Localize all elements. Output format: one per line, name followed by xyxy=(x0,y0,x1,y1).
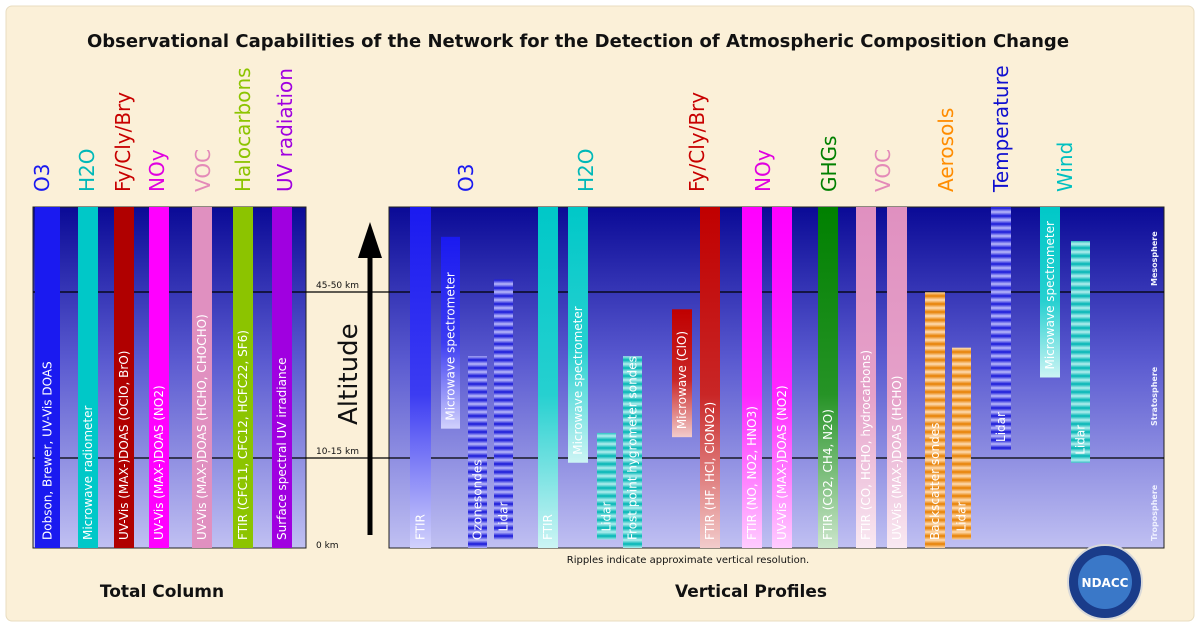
instrument-label-25: Microwave spectrometer xyxy=(1043,221,1057,369)
instrument-bar-5 xyxy=(233,207,253,548)
category-h2o_tc: H2O xyxy=(75,148,99,192)
instrument-label-6: Surface spectral UV irradiance xyxy=(275,357,289,540)
instrument-bar-12 xyxy=(568,207,588,463)
instrument-bar-13 xyxy=(597,432,616,540)
instrument-label-17: FTIR (NO, NO2, HNO3) xyxy=(745,406,759,540)
instrument-label-24: Lidar xyxy=(994,412,1008,442)
instrument-label-16: FTIR (HF, HCl, ClONO2) xyxy=(703,402,717,540)
section-total-column: Total Column xyxy=(100,582,224,602)
ndacc-logo: NDACC xyxy=(1067,544,1143,620)
category-ghg_vp: GHGs xyxy=(817,136,841,192)
category-halo_tc: Halocarbons xyxy=(231,67,255,192)
instrument-bar-15 xyxy=(672,309,692,438)
category-temp_vp: Temperature xyxy=(989,65,1013,193)
layer-troposphere: Troposphere xyxy=(1150,484,1159,541)
logo-inner xyxy=(1078,555,1132,609)
layer-mesosphere: Mesosphere xyxy=(1150,231,1159,286)
instrument-bar-10 xyxy=(494,279,513,540)
instrument-bar-4 xyxy=(192,207,212,548)
instrument-label-1: Microwave radiometer xyxy=(81,405,95,540)
category-uv_tc: UV radiation xyxy=(273,68,297,192)
instrument-label-5: FTIR (CFC11, CFC12, HCFC22, SF6) xyxy=(236,330,250,540)
instrument-bar-19 xyxy=(818,207,838,548)
instrument-label-10: Lidar xyxy=(497,501,511,531)
category-o3_tc: O3 xyxy=(30,164,54,192)
logo-text: NDACC xyxy=(1082,576,1129,590)
instrument-label-26: Lidar xyxy=(1074,425,1088,455)
category-noy_tc: NOy xyxy=(145,149,169,192)
instrument-bar-8 xyxy=(441,236,460,429)
instrument-bar-24 xyxy=(991,207,1011,450)
tick-0: 0 km xyxy=(316,541,339,551)
instrument-bar-18 xyxy=(772,207,792,548)
altitude-arrow-head xyxy=(358,222,382,258)
instrument-bar-25 xyxy=(1040,207,1060,378)
instrument-bar-23 xyxy=(952,347,971,540)
instrument-bar-21 xyxy=(887,207,907,548)
instrument-bar-6 xyxy=(272,207,292,548)
instrument-bar-2 xyxy=(114,207,134,548)
instrument-bar-1 xyxy=(78,207,98,548)
instrument-label-0: Dobson, Brewer, UV-Vis DOAS xyxy=(41,361,55,540)
category-o3_vp: O3 xyxy=(454,164,478,192)
instrument-label-7: FTIR xyxy=(414,514,428,540)
instrument-label-15: Microwave (ClO) xyxy=(675,331,689,429)
instrument-bar-20 xyxy=(856,207,876,548)
instrument-bar-0 xyxy=(35,207,60,548)
instrument-label-19: FTIR (CO2, CH4, N2O) xyxy=(821,409,835,540)
instrument-label-22: Backscatter sondes xyxy=(928,423,942,540)
instrument-label-23: Lidar xyxy=(955,501,969,531)
instrument-bar-14 xyxy=(623,356,642,548)
altitude-label: Altitude xyxy=(334,323,364,425)
instrument-bar-11 xyxy=(538,207,558,548)
instrument-bar-16 xyxy=(700,207,720,548)
instrument-bar-26 xyxy=(1071,241,1090,463)
instrument-bar-9 xyxy=(468,356,487,548)
instrument-bar-3 xyxy=(149,207,169,548)
instrument-label-20: FTIR (CO, HCHO, hydrocarbons) xyxy=(859,350,873,540)
instrument-bar-7 xyxy=(410,207,431,548)
instrument-label-8: Microwave spectrometer xyxy=(444,272,458,420)
category-noy_vp: NOy xyxy=(751,149,775,192)
category-voc_vp: VOC xyxy=(871,149,895,192)
category-fcl_vp: Fy/Cly/Bry xyxy=(685,92,709,192)
tick-10-15: 10-15 km xyxy=(316,447,359,457)
layer-stratosphere: Stratosphere xyxy=(1150,366,1159,426)
instrument-label-9: Ozonesondes xyxy=(471,459,485,540)
footnote: Ripples indicate approximate vertical re… xyxy=(567,555,810,566)
instrument-label-13: Lidar xyxy=(600,501,614,531)
category-fcl_tc: Fy/Cly/Bry xyxy=(111,92,135,192)
category-aer_vp: Aerosols xyxy=(934,108,958,192)
category-h2o_vp: H2O xyxy=(574,148,598,192)
instrument-label-11: FTIR xyxy=(541,514,555,540)
section-vertical-profiles: Vertical Profiles xyxy=(675,582,827,602)
instrument-bar-22 xyxy=(925,292,945,548)
total-column-panel xyxy=(32,206,307,549)
instrument-bar-17 xyxy=(742,207,762,548)
category-voc_tc: VOC xyxy=(191,149,215,192)
instrument-label-3: UV-Vis (MAX-)DOAS (NO2) xyxy=(152,385,166,540)
tick-45-50: 45-50 km xyxy=(316,281,359,291)
instrument-label-2: UV-Vis (MAX-)DOAS (OClO, BrO) xyxy=(117,351,131,540)
diagram-title: Observational Capabilities of the Networ… xyxy=(87,31,1069,52)
instrument-bars: Dobson, Brewer, UV-Vis DOAS Microwave rad… xyxy=(35,207,1090,548)
instrument-label-14: Frost point hygrometer sondes xyxy=(626,356,640,540)
instrument-label-4: UV-Vis (MAX-)DOAS (HCHO, CHOCHO) xyxy=(195,314,209,540)
instrument-label-12: Microwave spectrometer xyxy=(571,306,585,454)
category-wind_vp: Wind xyxy=(1053,142,1077,192)
instrument-label-21: UV-Vis (MAX-)DOAS (HCHO) xyxy=(890,376,904,541)
instrument-label-18: UV-Vis (MAX-)DOAS (NO2) xyxy=(775,385,789,540)
category-headers: O3 H2O Fy/Cly/Bry NOy VOC Halocarbons UV radia… xyxy=(30,65,1077,193)
